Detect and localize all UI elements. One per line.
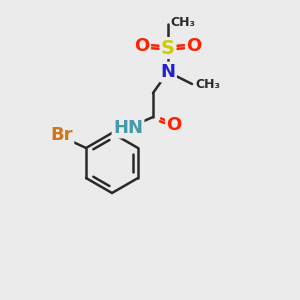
Text: O: O [134, 37, 150, 55]
Text: S: S [161, 38, 175, 58]
Text: O: O [186, 37, 202, 55]
Text: CH₃: CH₃ [170, 16, 195, 29]
Text: Br: Br [50, 126, 73, 144]
Text: N: N [160, 63, 175, 81]
Text: HN: HN [113, 119, 143, 137]
Text: O: O [167, 116, 182, 134]
Text: CH₃: CH₃ [195, 79, 220, 92]
